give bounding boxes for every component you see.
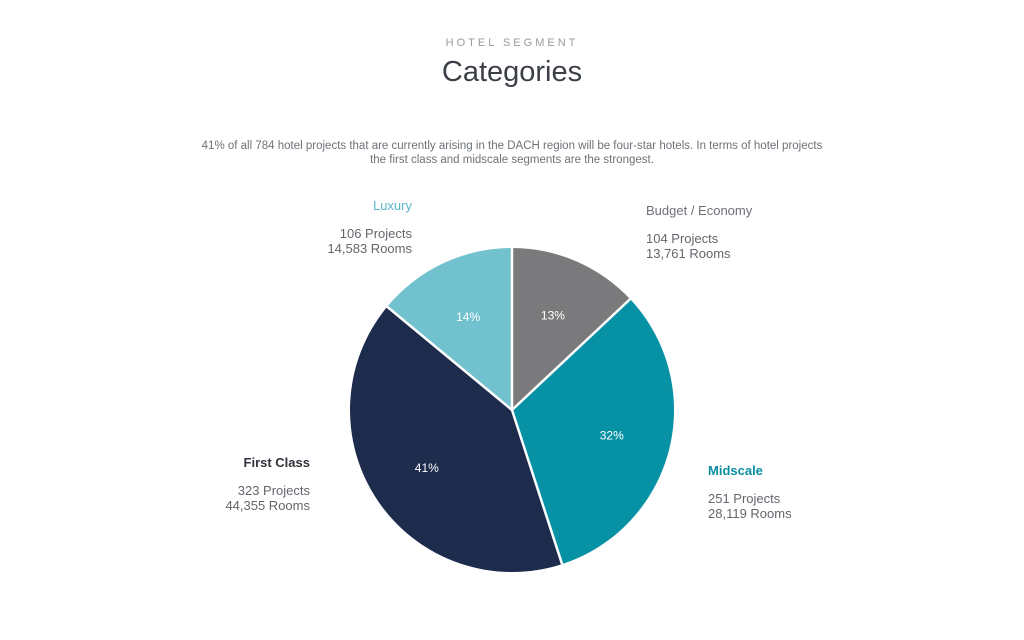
pie-slice-budget-economy: [512, 248, 631, 410]
callout-budget-economy-title: Budget / Economy: [646, 203, 753, 218]
callout-budget-economy: Budget / Economy 104 Projects 13,761 Roo…: [646, 203, 752, 261]
pie-percent-label-first-class: 41%: [415, 461, 439, 475]
callout-luxury-title: Luxury: [372, 198, 412, 213]
pie-percent-label-budget-economy: 13%: [541, 308, 565, 322]
pie-slice-midscale: [512, 299, 674, 565]
callout-budget-economy-projects: 104 Projects: [646, 231, 719, 246]
callout-budget-economy-rooms: 13,761 Rooms: [646, 246, 731, 261]
pie-slice-luxury: [387, 248, 512, 410]
description-line-2: the first class and midscale segments ar…: [370, 154, 654, 166]
chart-description: 41% of all 784 hotel projects that are c…: [0, 139, 1024, 167]
page-title: Categories: [441, 56, 583, 88]
chart-eyebrow: HOTEL SEGMENT: [445, 37, 579, 49]
callout-first-class: First Class 323 Projects 44,355 Rooms: [225, 455, 310, 513]
callout-luxury-rooms: 14,583 Rooms: [327, 241, 412, 256]
callout-luxury-projects: 106 Projects: [339, 226, 412, 241]
callout-first-class-title: First Class: [243, 455, 310, 470]
pie-chart-svg: 13% 32% 41% 14%: [350, 248, 674, 572]
pie-chart: 13% 32% 41% 14%: [342, 240, 682, 580]
callout-first-class-rooms: 44,355 Rooms: [225, 498, 310, 513]
callout-first-class-projects: 323 Projects: [237, 483, 310, 498]
pie-slice-separator: [510, 409, 564, 565]
pie-percent-label-midscale: 32%: [600, 429, 624, 443]
pie-slice-separator: [511, 298, 631, 411]
callout-midscale-projects: 251 Projects: [708, 491, 781, 506]
pie-slice-separator: [386, 305, 513, 411]
callout-midscale-title: Midscale: [708, 463, 763, 478]
pie-slice-first-class: [350, 306, 563, 572]
callout-luxury: Luxury 106 Projects 14,583 Rooms: [327, 198, 412, 256]
callout-midscale: Midscale 251 Projects 28,119 Rooms: [708, 463, 792, 521]
description-line-1: 41% of all 784 hotel projects that are c…: [201, 140, 823, 152]
pie-percent-label-luxury: 14%: [456, 310, 480, 324]
callout-midscale-rooms: 28,119 Rooms: [708, 506, 792, 521]
